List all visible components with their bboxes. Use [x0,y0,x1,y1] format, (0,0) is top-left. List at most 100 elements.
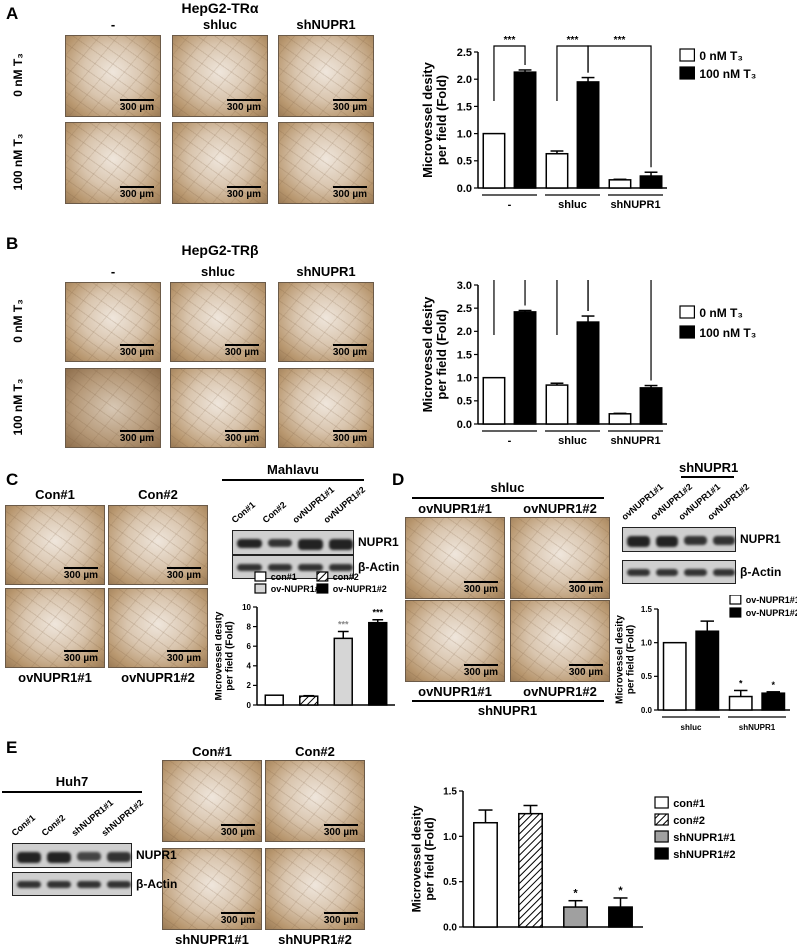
y-axis-label: per field (Fold) [224,621,235,690]
bar [695,630,720,711]
bar [264,694,284,706]
legend-swatch [654,796,669,809]
lane-label: Con#2 [39,812,68,838]
significance-bracket [493,45,526,101]
band [655,569,678,576]
micrograph: 300 µm [65,282,161,362]
micrograph: 300 µm [162,760,262,842]
scale-bar: 300 µm [119,430,154,444]
bar [368,621,388,706]
scale-bar: 300 µm [323,824,358,838]
nupr1-blot [232,530,354,555]
y-tick-label: 2.0 [457,326,472,338]
micrograph: 300 µm [108,588,208,668]
scale-bar: 300 µm [332,344,367,358]
band [627,536,650,547]
band [655,536,678,547]
scale-bar: 300 µm [220,912,255,926]
band [627,569,650,576]
scale-bar: 300 µm [568,581,603,595]
legend-label: con#2 [333,572,359,582]
group-label: shluc [558,199,587,210]
micrograph: 300 µm [405,600,505,682]
significance-stars: * [573,888,578,900]
image-caption-bottom: ovNUPR1#2 [523,684,597,699]
scale-bar: 300 µm [332,186,367,200]
band [107,881,131,888]
image-caption-bottom: ovNUPR1#1 [18,670,92,685]
significance-stars: *** [567,35,579,46]
band [17,852,41,863]
actin-blot [232,555,354,579]
band [267,564,292,571]
significance-stars: * [739,678,743,688]
legend-swatch [654,813,669,826]
bar [728,695,753,711]
y-tick-label: 1.0 [457,373,472,385]
bar [639,387,663,425]
bar [576,321,600,425]
bar [545,152,569,189]
chart-e: 0.0 0.5 1.0 1.5 Microvessel desity per field … [409,787,735,934]
band [684,569,707,576]
bar [662,641,687,711]
column-label: shNUPR1 [296,264,356,279]
micrograph: 300 µm [5,505,105,585]
micrograph: 300 µm [265,848,365,930]
panel-label-a: A [6,4,19,23]
image-caption-top: Con#2 [295,744,335,759]
micrograph: 300 µm [108,505,208,585]
divider [222,479,364,481]
bar [513,71,537,189]
y-tick-label: 0.0 [457,183,472,195]
blot-row-label: NUPR1 [136,848,177,862]
band [237,539,262,548]
actin-blot [12,872,132,896]
bar [639,175,663,189]
scale-bar: 300 µm [119,344,154,358]
group-label: shluc [558,435,587,447]
nupr1-blot [622,527,736,552]
legend-label: con#1 [271,572,297,582]
panel-b-title: HepG2-TRβ [181,242,259,258]
chart-a: 0.0 0.5 1.0 1.5 2.0 2.5 Microvessel desity per … [420,35,756,210]
blot-row-label: β-Actin [358,560,400,574]
group-label: shNUPR1 [739,723,776,730]
scale-bar: 300 µm [224,344,259,358]
legend-swatch [729,595,742,605]
scale-bar: 300 µm [166,567,201,581]
y-tick-label: 1.5 [641,605,653,614]
micrograph: 300 µm [278,282,374,362]
actin-blot [622,560,736,584]
significance-stars: * [618,885,623,897]
column-label: - [110,17,116,32]
scale-bar: 300 µm [226,99,261,113]
band [712,569,735,576]
blot-row-label: NUPR1 [358,535,399,549]
legend-swatch [679,325,695,339]
legend-label: ov-NUPR1#2 [333,584,387,594]
lane-label: Con#1 [229,499,258,525]
lane-label: Con#2 [260,499,288,525]
bar [513,311,537,425]
band [77,852,101,861]
y-axis-label: Microvessel desity [420,296,435,412]
legend-swatch [654,830,669,843]
significance-stars: *** [338,620,349,630]
column-label: shNUPR1 [296,17,356,32]
legend-label: 0 nM T₃ [699,49,743,63]
lane-label: Con#1 [9,812,38,838]
scale-bar: 300 µm [63,567,98,581]
image-caption-top: Con#2 [138,487,178,502]
y-tick-label: 2.5 [457,47,472,59]
y-axis-label: per field (Fold) [434,309,449,399]
legend-label: ov-NUPR1#1 [746,595,797,605]
chart-c: 0 2 4 6 8 10 Microvessel desity per field (Fold… [215,571,395,710]
y-tick-label: 0.5 [457,396,472,408]
band [298,564,323,571]
legend-swatch [316,571,329,582]
micrograph: 300 µm [278,368,374,448]
bar [608,413,632,425]
y-tick-label: 10 [242,603,251,612]
legend-swatch [729,607,742,618]
